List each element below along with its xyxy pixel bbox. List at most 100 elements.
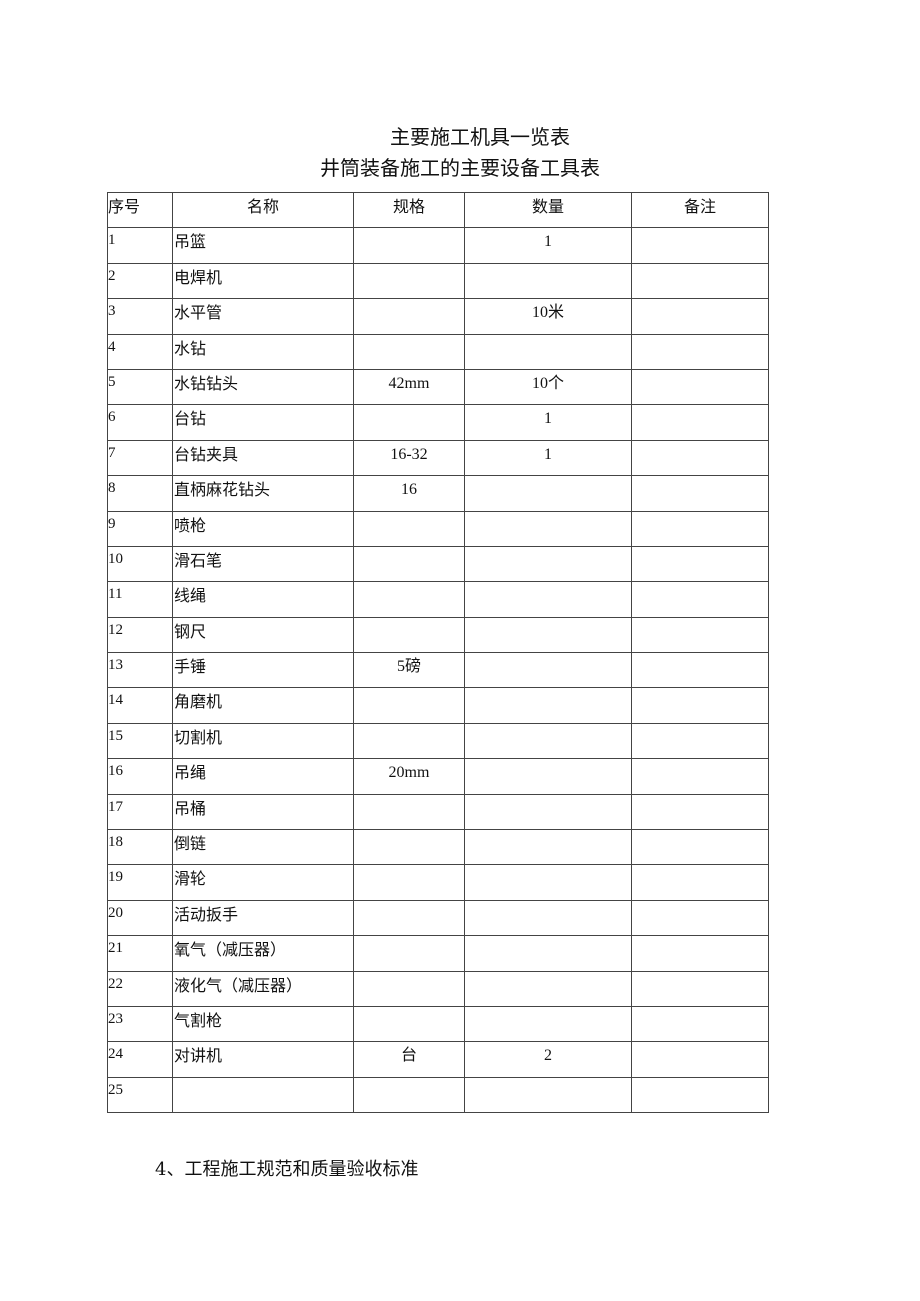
cell-remark xyxy=(631,262,769,300)
table-row: 16 吊绳 20mm xyxy=(107,758,769,795)
cell-name: 吊桶 xyxy=(172,793,354,831)
cell-name xyxy=(172,1076,354,1114)
table-row: 1 吊篮 1 xyxy=(107,227,769,264)
cell-remark xyxy=(631,899,769,937)
cell-spec: 16-32 xyxy=(353,439,465,477)
cell-quantity xyxy=(464,970,632,1007)
cell-quantity xyxy=(464,1076,632,1114)
cell-name: 吊绳 xyxy=(172,758,354,795)
cell-name: 钢尺 xyxy=(172,616,354,654)
table-row: 25 xyxy=(107,1076,769,1114)
table-row: 21 氧气（减压器） xyxy=(107,935,769,972)
table-row: 14 角磨机 xyxy=(107,687,769,724)
table-row: 19 滑轮 xyxy=(107,864,769,901)
cell-spec xyxy=(353,545,465,583)
table-row: 12 钢尺 xyxy=(107,616,769,654)
cell-name: 台钻 xyxy=(172,404,354,441)
cell-remark xyxy=(631,829,769,866)
cell-spec xyxy=(353,829,465,866)
cell-quantity xyxy=(464,758,632,795)
cell-quantity xyxy=(464,616,632,654)
cell-index: 11 xyxy=(107,581,173,618)
cell-spec xyxy=(353,793,465,831)
cell-remark xyxy=(631,298,769,335)
cell-index: 5 xyxy=(107,368,173,406)
cell-index: 13 xyxy=(107,652,173,689)
cell-name: 活动扳手 xyxy=(172,899,354,937)
cell-spec xyxy=(353,970,465,1007)
table-row: 17 吊桶 xyxy=(107,793,769,831)
cell-quantity: 10米 xyxy=(464,298,632,335)
cell-spec xyxy=(353,899,465,937)
cell-spec xyxy=(353,616,465,654)
cell-spec: 20mm xyxy=(353,758,465,795)
cell-remark xyxy=(631,404,769,441)
cell-index: 4 xyxy=(107,333,173,370)
cell-index: 12 xyxy=(107,616,173,654)
cell-quantity xyxy=(464,1005,632,1043)
cell-index: 16 xyxy=(107,758,173,795)
table-row: 2 电焊机 xyxy=(107,262,769,300)
table-row: 5 水钻钻头 42mm 10个 xyxy=(107,368,769,406)
cell-index: 22 xyxy=(107,970,173,1007)
cell-index: 7 xyxy=(107,439,173,477)
cell-name: 氧气（减压器） xyxy=(172,935,354,972)
cell-index: 3 xyxy=(107,298,173,335)
cell-name: 滑石笔 xyxy=(172,545,354,583)
cell-quantity xyxy=(464,652,632,689)
cell-name: 水平管 xyxy=(172,298,354,335)
cell-name: 线绳 xyxy=(172,581,354,618)
cell-quantity: 1 xyxy=(464,439,632,477)
equipment-table: 序号 名称 规格 数量 备注 1 吊篮 1 2 电焊机 3 水平管 10米 4 水钻 5 水钻钻头 42mm 10… xyxy=(107,191,769,1114)
cell-quantity xyxy=(464,687,632,724)
table-row: 24 对讲机台 2 xyxy=(107,1041,769,1078)
table-row: 13 手锤 5磅 xyxy=(107,652,769,689)
cell-quantity: 2 xyxy=(464,1041,632,1078)
cell-spec xyxy=(353,227,465,264)
cell-name: 倒链 xyxy=(172,829,354,866)
cell-index: 20 xyxy=(107,899,173,937)
cell-index: 8 xyxy=(107,475,173,512)
cell-name: 手锤 xyxy=(172,652,354,689)
cell-index: 6 xyxy=(107,404,173,441)
cell-spec xyxy=(353,1005,465,1043)
cell-spec xyxy=(353,262,465,300)
header-remark: 备注 xyxy=(631,191,769,229)
table-header-row: 序号 名称 规格 数量 备注 xyxy=(107,191,769,229)
cell-remark xyxy=(631,333,769,370)
table-row: 23 气割枪 xyxy=(107,1005,769,1043)
cell-quantity xyxy=(464,793,632,831)
cell-name: 电焊机 xyxy=(172,262,354,300)
cell-remark xyxy=(631,793,769,831)
cell-remark xyxy=(631,758,769,795)
cell-remark xyxy=(631,722,769,760)
document-title: 主要施工机具一览表 xyxy=(390,125,570,149)
table-title: 井筒装备施工的主要设备工具表 xyxy=(320,156,600,180)
header-quantity: 数量 xyxy=(464,191,632,229)
cell-spec xyxy=(353,581,465,618)
cell-remark xyxy=(631,475,769,512)
cell-index: 19 xyxy=(107,864,173,901)
cell-spec xyxy=(353,404,465,441)
cell-index: 21 xyxy=(107,935,173,972)
cell-quantity xyxy=(464,864,632,901)
table-row: 15 切割机 xyxy=(107,722,769,760)
cell-remark xyxy=(631,227,769,264)
cell-quantity: 1 xyxy=(464,227,632,264)
cell-remark xyxy=(631,687,769,724)
cell-name: 切割机 xyxy=(172,722,354,760)
cell-name: 气割枪 xyxy=(172,1005,354,1043)
cell-remark xyxy=(631,970,769,1007)
cell-quantity xyxy=(464,829,632,866)
cell-quantity xyxy=(464,262,632,300)
table-row: 9 喷枪 xyxy=(107,510,769,547)
cell-spec xyxy=(353,687,465,724)
cell-remark xyxy=(631,368,769,406)
header-index: 序号 xyxy=(107,191,173,229)
cell-index: 24 xyxy=(107,1041,173,1078)
cell-spec: 42mm xyxy=(353,368,465,406)
cell-spec: 16 xyxy=(353,475,465,512)
table-row: 4 水钻 xyxy=(107,333,769,370)
cell-name: 角磨机 xyxy=(172,687,354,724)
cell-remark xyxy=(631,510,769,547)
